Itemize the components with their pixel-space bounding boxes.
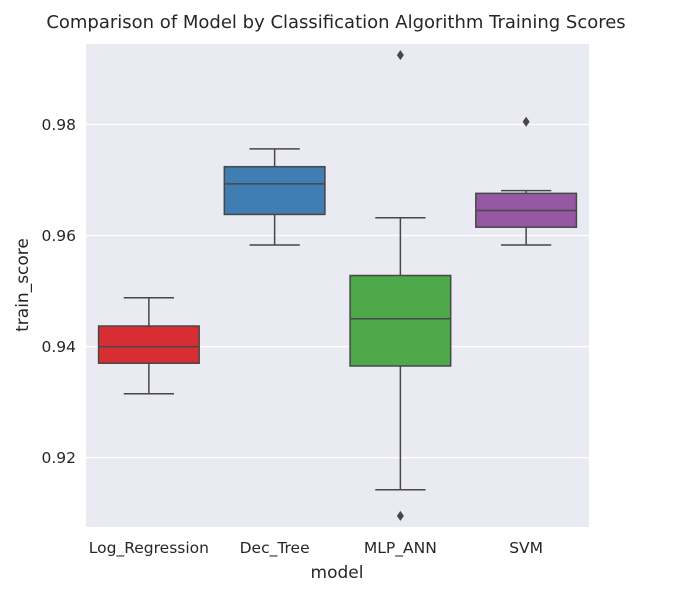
y-tick-label: 0.98: [41, 116, 76, 134]
outlier-point: [396, 50, 404, 61]
boxes: [97, 50, 578, 521]
x-tick-label: Log_Regression: [89, 539, 209, 558]
outlier-point: [396, 510, 404, 521]
x-tick-label: SVM: [509, 539, 543, 557]
y-tick-label: 0.96: [41, 227, 76, 245]
box-mlp-ann: [349, 50, 452, 521]
box-svm: [475, 116, 578, 246]
chart-title: Comparison of Model by Classification Al…: [46, 12, 625, 33]
y-axis-label: train_score: [13, 238, 33, 332]
iqr-box: [349, 274, 452, 367]
box-log-regression: [97, 296, 200, 395]
plot-area: [86, 44, 589, 527]
x-axis-ticks: Log_Regression Dec_Tree MLP_ANN SVM: [89, 539, 543, 558]
x-axis-label: model: [311, 563, 364, 583]
y-axis-ticks: 0.92 0.94 0.96 0.98: [41, 116, 76, 467]
y-tick-label: 0.92: [41, 449, 76, 467]
x-tick-label: Dec_Tree: [240, 539, 310, 558]
y-tick-label: 0.94: [41, 338, 76, 356]
iqr-box: [223, 165, 326, 216]
x-tick-label: MLP_ANN: [364, 539, 437, 558]
outlier-point: [522, 116, 530, 127]
iqr-box: [97, 325, 200, 364]
box-dec-tree: [223, 148, 326, 246]
